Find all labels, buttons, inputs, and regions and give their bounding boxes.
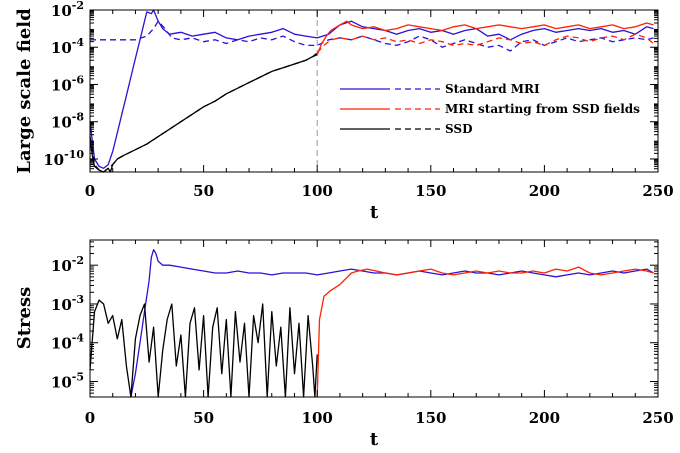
top-series-standard-mri-dashed	[90, 20, 654, 52]
bottom-series-group	[89, 249, 654, 398]
top-series-ssd	[89, 54, 318, 173]
bottom-series-standard-mri	[130, 249, 654, 398]
top-x-tick-label: 200	[529, 182, 560, 200]
top-series-group	[89, 9, 654, 173]
bottom-x-tick-label: 50	[193, 409, 214, 427]
legend-label-mri-from-ssd: MRI starting from SSD fields	[445, 102, 640, 116]
top-series-mri-starting-from-ssd-fields-dashed	[316, 33, 654, 54]
plot-frame-top	[89, 9, 659, 173]
bottom-x-tick-label: 250	[642, 409, 673, 427]
top-series-ssd-dashed	[89, 52, 318, 173]
bottom-y-tick-label: 10-5	[51, 370, 84, 391]
top-series-standard-mri	[89, 9, 654, 169]
bottom-x-tick-label: 150	[415, 409, 446, 427]
legend-label-ssd: SSD	[445, 122, 472, 136]
top-y-ticks: 10-10 10-8 10-6 10-4 10-2	[43, 0, 658, 173]
top-x-ticks: 0 50 100 150 200 250	[85, 10, 674, 200]
bottom-x-tick-label: 0	[85, 409, 95, 427]
top-x-tick-label: 0	[85, 182, 95, 200]
bottom-x-axis-title: t	[370, 429, 379, 450]
bottom-x-tick-label: 100	[302, 409, 333, 427]
legend: Standard MRI MRI starting from SSD field…	[340, 82, 640, 136]
top-y-tick-label: 10-2	[51, 0, 84, 20]
top-y-tick-label: 10-10	[43, 148, 84, 169]
top-y-tick-label: 10-4	[51, 36, 84, 57]
top-y-tick-label: 10-8	[51, 111, 84, 132]
top-y-tick-label: 10-6	[51, 73, 84, 94]
top-series-mri-starting-from-ssd-fields	[316, 20, 654, 55]
top-x-tick-label: 50	[193, 182, 214, 200]
bottom-series-ssd	[89, 299, 318, 398]
top-x-axis-title: t	[370, 202, 379, 223]
bottom-x-tick-label: 200	[529, 409, 560, 427]
top-x-tick-label: 250	[642, 182, 673, 200]
panel-bottom: 0 50 100 150 200 250 10-5 10-4 10-3 10-2 t Stres…	[14, 239, 674, 450]
legend-label-standard-mri: Standard MRI	[445, 82, 540, 96]
bottom-series-mri-starting-from-ssd-fields	[316, 266, 654, 398]
plot-frame-bottom	[89, 239, 659, 398]
bottom-y-tick-label: 10-4	[51, 332, 84, 353]
top-y-axis-title: Large scale field	[14, 8, 35, 174]
bottom-y-tick-label: 10-3	[51, 293, 84, 314]
bottom-y-tick-label: 10-2	[51, 254, 84, 275]
top-x-tick-label: 150	[415, 182, 446, 200]
bottom-x-ticks: 0 50 100 150 200 250	[85, 240, 674, 427]
bottom-y-ticks: 10-5 10-4 10-3 10-2	[51, 241, 658, 398]
bottom-y-axis-title: Stress	[14, 287, 35, 350]
top-x-tick-label: 100	[302, 182, 333, 200]
